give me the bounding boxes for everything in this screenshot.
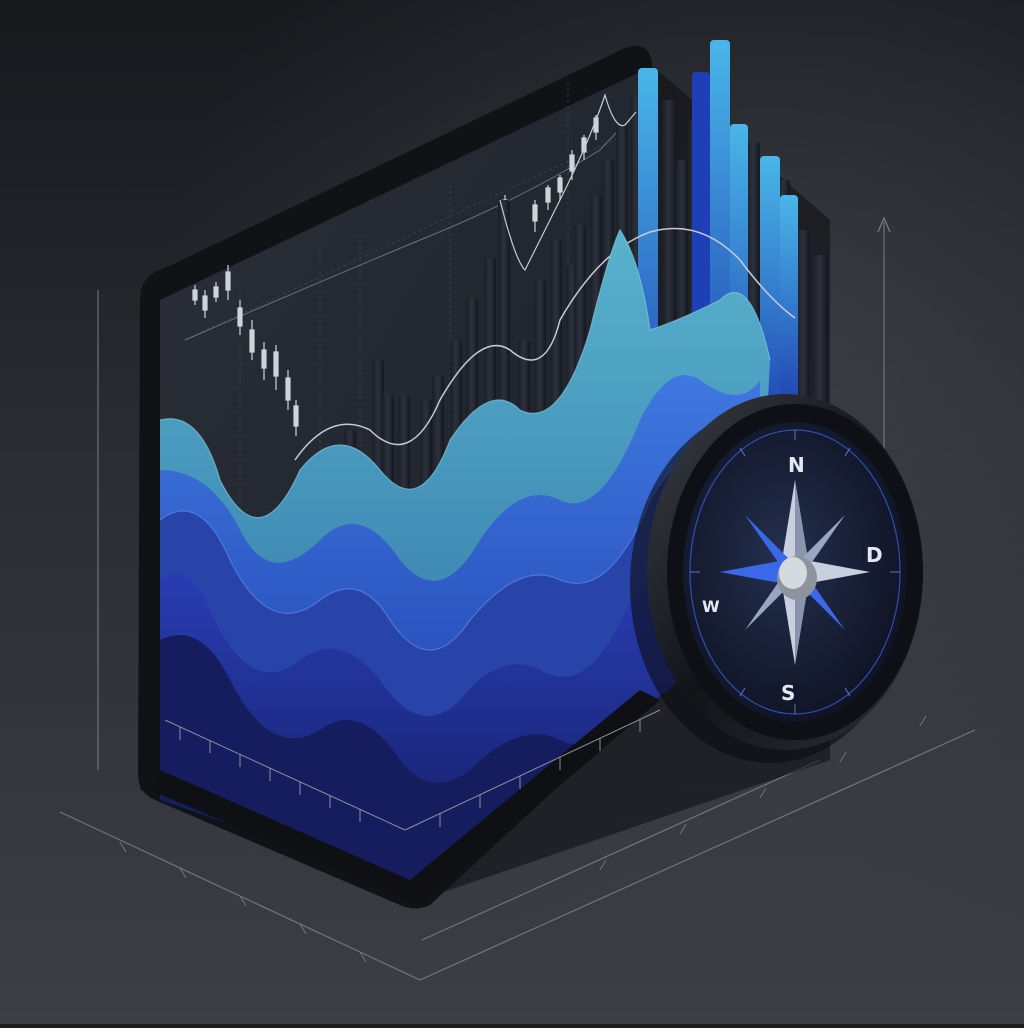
compass-north-label: N <box>788 453 805 477</box>
panel-ruler <box>164 709 661 831</box>
compass-icon: N S D W <box>630 394 923 763</box>
compass-south-label: S <box>781 681 795 705</box>
floor-tick-marks <box>119 715 927 963</box>
compass-east-label: D <box>866 543 883 567</box>
wave-line-upper <box>499 92 637 272</box>
compass-west-label: W <box>702 597 720 616</box>
wave-line <box>294 227 796 461</box>
compass-rose <box>720 480 870 665</box>
trend-line <box>184 119 631 341</box>
